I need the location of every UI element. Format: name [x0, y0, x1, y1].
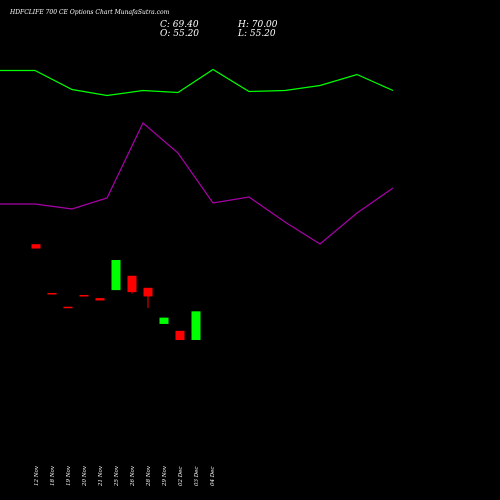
- x-tick-label: 04 Dec: [210, 467, 216, 487]
- open-value: O: 55.20: [160, 29, 200, 39]
- chart-title: HDFCLIFE 700 CE Options Chart MunafaSutr…: [10, 9, 170, 16]
- x-tick-label: 28 Nov: [146, 465, 152, 487]
- candle-body: [31, 244, 41, 249]
- low-value: L: 55.20: [238, 29, 276, 39]
- x-tick-label: 21 Nov: [98, 465, 104, 487]
- close-value: C: 69.40: [160, 20, 199, 30]
- x-tick-label: 29 Nov: [162, 465, 168, 487]
- candle-body: [111, 260, 121, 291]
- candle-body: [95, 298, 105, 301]
- x-tick-label: 26 Nov: [130, 465, 136, 487]
- high-value: H: 70.00: [238, 20, 278, 30]
- candle-body: [159, 317, 169, 324]
- series-line-mid: [0, 122, 394, 245]
- candle-body: [79, 294, 89, 297]
- candle-body: [143, 287, 153, 297]
- x-tick-label: 20 Nov: [82, 465, 88, 487]
- x-tick-label: 19 Nov: [66, 465, 72, 486]
- candle-body: [63, 306, 73, 309]
- x-tick-label: 18 Nov: [50, 465, 56, 486]
- series-line-top: [0, 68, 394, 97]
- candle-body: [47, 292, 57, 295]
- candle-body: [175, 330, 185, 340]
- x-tick-label: 25 Nov: [114, 465, 120, 487]
- candle-body: [191, 311, 201, 340]
- x-tick-label: 12 Nov: [34, 465, 40, 486]
- x-tick-label: 02 Dec: [178, 467, 184, 487]
- candle-body: [127, 275, 137, 293]
- x-tick-label: 03 Dec: [194, 467, 200, 487]
